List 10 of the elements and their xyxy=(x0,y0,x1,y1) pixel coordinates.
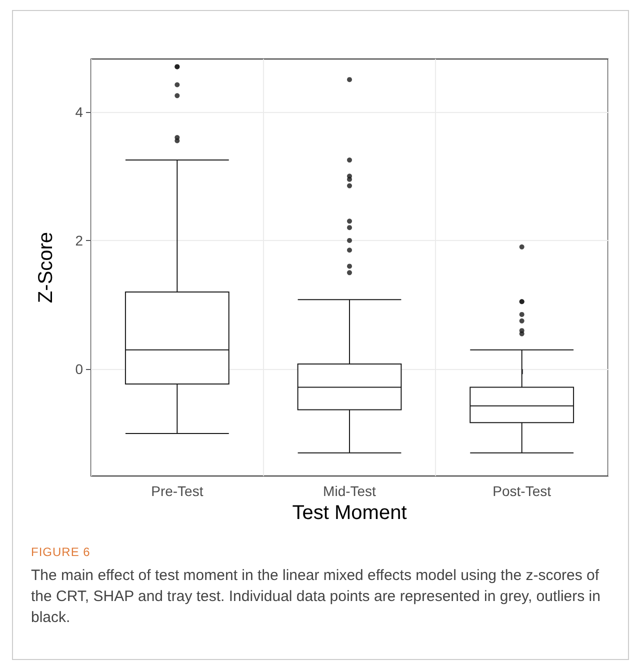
y-tick-label: 4 xyxy=(75,104,84,120)
x-tick-label: Pre-Test xyxy=(151,483,204,499)
y-tick-label: 0 xyxy=(75,361,84,378)
text: FIGURE 6 xyxy=(31,545,90,559)
text: The main effect of test moment in the linear mixed effects model using the z-scores of the CRT, SHAP and tray test. Individual data points are represented in grey, outliers in black. xyxy=(31,566,602,628)
y-axis-title: Z-Score xyxy=(35,232,57,304)
x-tick-label: Post-Test xyxy=(492,483,552,499)
x-axis-title: Test Moment xyxy=(292,502,408,524)
x-tick-label: Mid-Test xyxy=(323,483,376,499)
y-tick-label: 2 xyxy=(75,232,84,248)
